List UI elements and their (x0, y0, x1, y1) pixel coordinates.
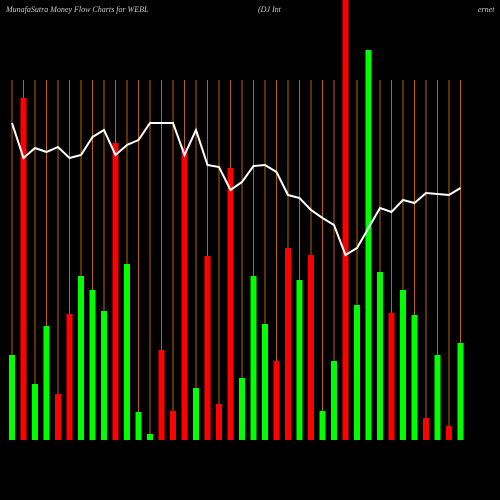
bar (181, 148, 188, 440)
bar (216, 404, 222, 440)
bar (331, 361, 337, 440)
bar (89, 290, 96, 440)
bar (32, 384, 38, 440)
bar (170, 411, 176, 440)
bar (204, 256, 211, 440)
bar (308, 255, 314, 440)
bar (400, 290, 406, 440)
bar (239, 378, 245, 440)
bar (457, 343, 464, 440)
bar (262, 324, 268, 440)
bar (43, 326, 50, 440)
chart-subtitle: (DJ Int (258, 5, 282, 14)
bar (55, 394, 61, 440)
bar (296, 280, 303, 440)
bar (423, 418, 429, 440)
bar (158, 350, 165, 440)
line (11, 122, 462, 257)
chart-title: MunafaSutra Money Flow Charts for WEBL (5, 5, 149, 14)
bar (250, 276, 257, 440)
bar (78, 276, 84, 440)
bar (434, 355, 441, 440)
bar (66, 314, 73, 440)
bar (193, 388, 199, 440)
bar (411, 315, 418, 440)
bar (285, 248, 291, 440)
bar (446, 426, 452, 440)
bar (135, 412, 142, 440)
bar (20, 98, 27, 440)
bar (365, 50, 372, 440)
chart-subtitle-cut: ernet (478, 5, 495, 14)
bar (388, 313, 395, 440)
bar (354, 305, 360, 440)
bar (319, 411, 326, 440)
bar (124, 264, 130, 440)
bar (101, 311, 107, 440)
bar (273, 361, 280, 440)
bar (112, 143, 119, 440)
bar (9, 355, 15, 440)
bar (377, 272, 383, 440)
bar (147, 434, 153, 440)
bar (342, 0, 349, 440)
bar (227, 168, 234, 440)
